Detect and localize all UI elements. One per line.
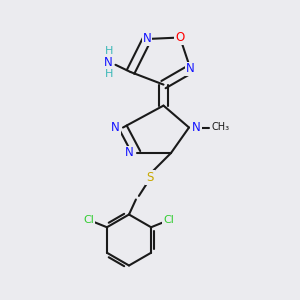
Text: O: O: [176, 31, 184, 44]
Text: CH₃: CH₃: [212, 122, 230, 133]
Text: N: N: [192, 121, 201, 134]
Text: N: N: [111, 121, 120, 134]
Text: H: H: [104, 46, 113, 56]
Text: N: N: [124, 146, 134, 160]
Text: N: N: [104, 56, 113, 69]
Text: S: S: [146, 171, 154, 184]
Text: Cl: Cl: [163, 215, 174, 225]
Text: N: N: [142, 32, 152, 46]
Text: Cl: Cl: [83, 215, 94, 225]
Text: H: H: [104, 69, 113, 79]
Text: N: N: [186, 62, 195, 76]
